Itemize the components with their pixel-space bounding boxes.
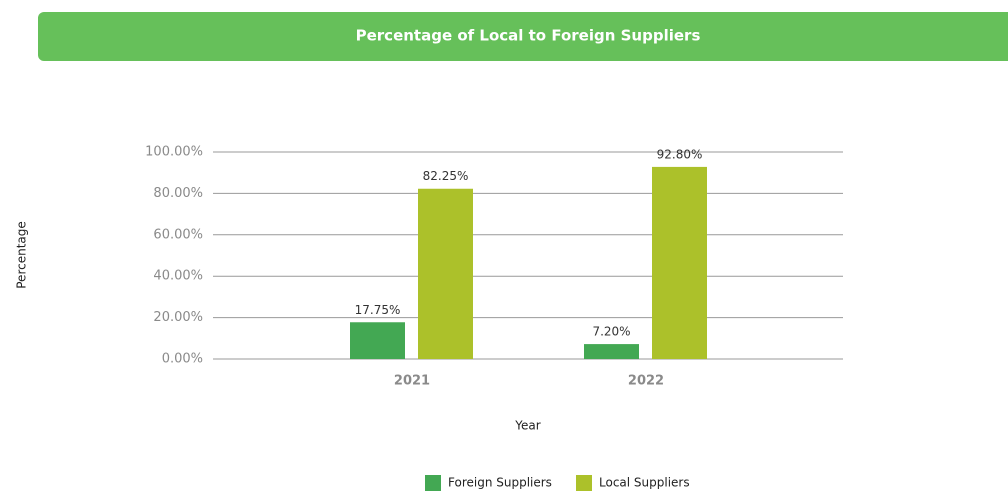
y-tick-label: 100.00% [145, 145, 203, 160]
bar [584, 344, 639, 359]
bar [350, 322, 405, 359]
y-tick-label: 40.00% [153, 269, 203, 284]
bar [652, 166, 707, 359]
y-tick-label: 0.00% [162, 352, 203, 367]
value-label: 17.75% [355, 303, 401, 317]
legend-swatch [425, 475, 441, 491]
x-tick-label: 2021 [394, 374, 430, 389]
value-label: 82.25% [423, 169, 469, 183]
legend-label: Foreign Suppliers [448, 476, 552, 490]
legend-label: Local Suppliers [599, 476, 690, 490]
bar [418, 188, 473, 359]
legend-swatch [576, 475, 592, 491]
y-axis-title: Percentage [15, 221, 29, 289]
x-tick-label: 2022 [628, 374, 664, 389]
y-tick-label: 60.00% [153, 227, 203, 242]
chart-title: Percentage of Local to Foreign Suppliers [356, 27, 701, 45]
title-bar [38, 12, 1008, 61]
y-tick-label: 80.00% [153, 186, 203, 201]
value-label: 7.20% [592, 325, 630, 339]
y-tick-label: 20.00% [153, 310, 203, 325]
x-axis-title: Year [514, 419, 540, 433]
value-label: 92.80% [657, 147, 703, 161]
